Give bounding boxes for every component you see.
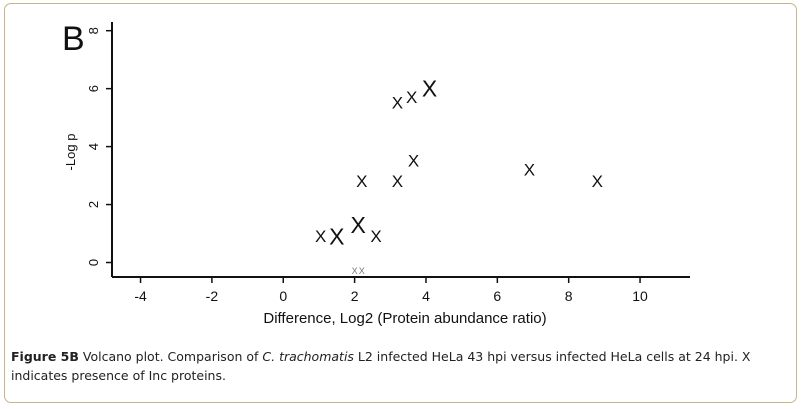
- data-point-marker: X: [406, 88, 417, 107]
- data-point-marker: X: [592, 172, 603, 191]
- y-axis-ticks: 0 2 4 6 8: [86, 27, 112, 266]
- data-point-marker: X: [408, 152, 419, 171]
- x-tick-label: -2: [206, 288, 219, 304]
- caption-organism: C. trachomatis: [262, 349, 354, 364]
- data-point-marker: X: [392, 94, 403, 113]
- y-tick-label: 4: [86, 143, 101, 150]
- plot-axes: [111, 22, 690, 278]
- data-point-marker: X: [392, 172, 403, 191]
- data-point-marker: X: [359, 266, 365, 276]
- data-point-marker: X: [315, 227, 326, 246]
- figure-frame: [4, 3, 797, 403]
- y-tick-label: 6: [86, 85, 101, 92]
- x-tick-label: 0: [279, 288, 287, 304]
- caption-lead: Figure 5B: [11, 349, 79, 364]
- figure-caption: Figure 5B Volcano plot. Comparison of C.…: [11, 347, 791, 385]
- x-tick-label: 10: [632, 288, 648, 304]
- panel-label: B: [62, 20, 85, 58]
- data-point-marker: X: [422, 76, 437, 102]
- x-tick-label: 8: [565, 288, 573, 304]
- data-point-marker: X: [352, 266, 358, 276]
- y-axis-label: -Log p: [63, 134, 78, 171]
- y-tick-label: 8: [86, 27, 101, 34]
- x-tick-label: -4: [134, 288, 147, 304]
- data-point-marker: X: [524, 160, 535, 179]
- data-point-marker: X: [370, 227, 381, 246]
- data-point-marker: X: [351, 212, 366, 238]
- data-point-marker: X: [329, 223, 344, 249]
- y-tick-label: 0: [86, 259, 101, 266]
- x-tick-label: 2: [351, 288, 359, 304]
- x-axis-label: Difference, Log2 (Protein abundance rati…: [263, 310, 546, 327]
- caption-text-before: Volcano plot. Comparison of: [78, 349, 263, 364]
- caption-text-after: L2 infected HeLa 43 hpi versus infected …: [11, 349, 751, 383]
- x-tick-label: 4: [422, 288, 430, 304]
- data-point-marker: X: [356, 172, 367, 191]
- x-tick-label: 6: [493, 288, 501, 304]
- x-axis-ticks: -4 -2 0 2 4 6 8 10: [134, 277, 648, 304]
- y-tick-label: 2: [86, 201, 101, 208]
